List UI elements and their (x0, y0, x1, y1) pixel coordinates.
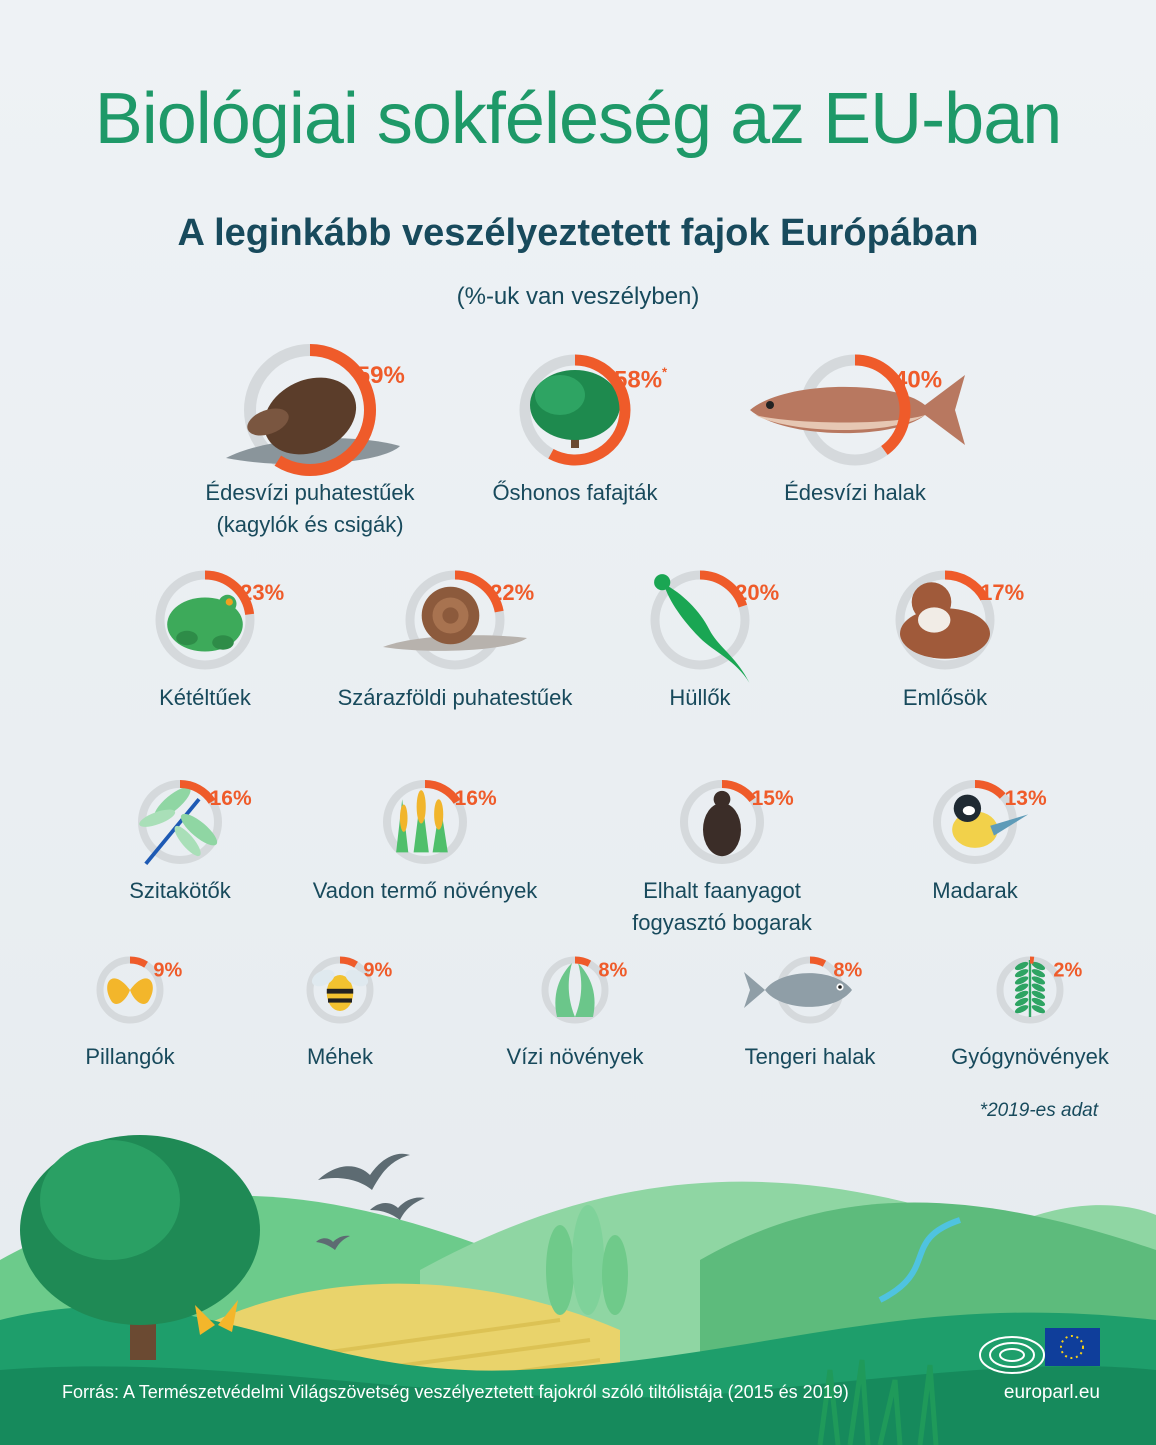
ring-value-arc (574, 956, 592, 967)
european-parliament-logo-icon (979, 1336, 1045, 1374)
category-label: Kétéltűek (159, 685, 252, 710)
eu-flag-icon (1045, 1328, 1100, 1366)
value-label: 22% (490, 580, 534, 605)
chart-item: 13% Madarak (932, 780, 1047, 903)
value-label: 8% (598, 960, 627, 982)
value-label: 2% (1053, 960, 1082, 982)
category-label: Pillangók (85, 1044, 175, 1069)
value-label: 15% (752, 787, 794, 810)
value-label: 58%* (614, 365, 668, 394)
lizard-icon (654, 574, 750, 683)
value-label: 9% (363, 960, 392, 982)
category-label: Vadon termő növények (313, 878, 539, 903)
footnote-marker: * (662, 365, 668, 380)
grass-decoration (817, 1359, 939, 1445)
value-label: 17% (980, 580, 1024, 605)
otter-icon (900, 582, 990, 659)
category-label: fogyasztó bogarak (632, 910, 813, 935)
water-plant-icon (555, 963, 595, 1017)
ring-value-arc (274, 344, 376, 476)
birds (316, 1153, 425, 1250)
value-label: 16% (455, 787, 497, 810)
ring-value-arc (179, 780, 216, 804)
medicinal-herb-icon (1014, 960, 1046, 1017)
footnote: *2019-es adat (979, 1100, 1098, 1121)
ring-value-arc (204, 570, 255, 616)
chart-item: 22% Szárazföldi puhatestűek (338, 570, 574, 710)
chart-item: 17% Emlősök (895, 570, 1024, 710)
ring-value-arc (454, 570, 504, 613)
unit-note: (%-uk van veszélyben) (456, 283, 700, 310)
value-label: 23% (240, 580, 284, 605)
butterfly-decoration (195, 1300, 238, 1335)
value-label: 9% (153, 960, 182, 982)
value-label: 20% (735, 580, 779, 605)
category-label: (kagylók és csigák) (216, 512, 403, 537)
ring-value-arc (809, 956, 827, 967)
value-label: 59% (357, 362, 405, 389)
category-label: Vízi növények (507, 1044, 645, 1069)
chart-item: 20% Hüllők (650, 570, 779, 710)
page-title: Biológiai sokféleség az EU-ban (94, 79, 1063, 159)
value-label: 40% (894, 367, 942, 394)
category-label: Tengeri halak (745, 1044, 877, 1069)
ring-value-arc (339, 956, 358, 968)
value-label: 16% (210, 787, 252, 810)
ring-value-arc (854, 354, 911, 455)
beetle-icon (703, 790, 741, 857)
chart-item: 9% Pillangók (85, 956, 183, 1069)
tree-illustration (20, 1135, 260, 1360)
chart-item: 16% Vadon termő növények (313, 780, 539, 903)
category-label: Édesvízi halak (784, 480, 927, 505)
chart-item: 58%* Őshonos fafajták (492, 354, 668, 505)
value-label: 13% (1005, 787, 1047, 810)
landscape-illustration (0, 1135, 1156, 1445)
chart-item: 9% Méhek (306, 956, 393, 1069)
ring-value-arc (548, 354, 631, 466)
page-subtitle: A leginkább veszélyeztetett fajok Európá… (177, 212, 979, 254)
chart-item: 8% Vízi növények (507, 956, 645, 1069)
bee-icon (311, 969, 369, 1011)
category-label: Méhek (307, 1044, 374, 1069)
ring-value-arc (129, 956, 148, 968)
ring-value-arc (944, 570, 989, 601)
ring-value-arc (974, 780, 1006, 799)
freshwater-fish-icon (750, 375, 965, 445)
chart-item: 59% Édesvízi puhatestűek (kagylók és csigá… (205, 344, 416, 537)
dragonfly-icon (139, 787, 218, 866)
category-label: Gyógynövények (951, 1044, 1110, 1069)
category-label: Őshonos fafajták (492, 480, 658, 505)
category-label: Madarak (932, 878, 1019, 903)
category-label: Hüllők (669, 685, 731, 710)
ring-value-arc (699, 570, 748, 608)
chart-item: 2% Gyógynövények (951, 956, 1110, 1069)
sea-fish-icon (744, 972, 852, 1008)
ring-track (541, 956, 609, 1024)
category-label: Szárazföldi puhatestűek (338, 685, 574, 710)
chart-item: 15% Elhalt faanyagot fogyasztó bogarak (632, 780, 813, 935)
snail-icon (383, 586, 527, 651)
category-label: Édesvízi puhatestűek (205, 480, 415, 505)
wild-plants-icon (396, 790, 448, 853)
website-link[interactable]: europarl.eu (1003, 1382, 1100, 1403)
tree-icon (530, 370, 620, 448)
frog-icon (167, 594, 243, 652)
butterfly-icon (107, 978, 153, 1004)
chart-item: 16% Szitakötők (129, 780, 252, 903)
chart-item: 40% Édesvízi halak (750, 354, 965, 505)
bird-icon (952, 794, 1029, 848)
category-label: Elhalt faanyagot (643, 878, 801, 903)
chart-item: 8% Tengeri halak (744, 956, 877, 1069)
source-text: Forrás: A Természetvédelmi Világszövetsé… (62, 1382, 849, 1402)
category-label: Emlősök (903, 685, 988, 710)
category-label: Szitakötők (129, 878, 231, 903)
ring-value-arc (424, 780, 461, 804)
chart-item: 23% Kétéltűek (155, 570, 284, 710)
value-label: 8% (833, 960, 862, 982)
ring-value-arc (721, 780, 756, 803)
radial-chart: 59% Édesvízi puhatestűek (kagylók és csigá… (85, 344, 1110, 1069)
poplar-trees (546, 1205, 628, 1315)
